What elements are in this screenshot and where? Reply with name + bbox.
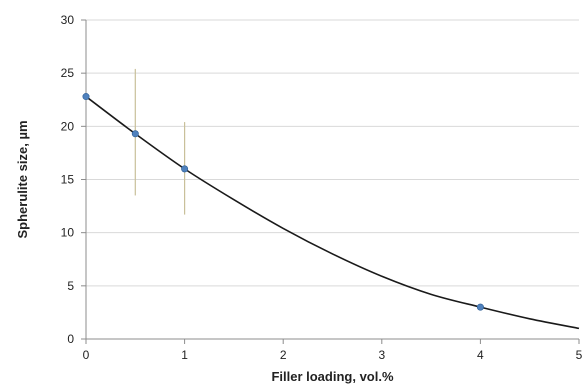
x-tick-label: 0: [83, 348, 90, 362]
data-point: [476, 303, 484, 311]
y-tick-label: 20: [61, 119, 75, 133]
tick-labels: 0 5 10 15 20 25 30 0 1 2 3 4 5: [61, 13, 583, 362]
x-tick-label: 5: [576, 348, 583, 362]
trend-curve: [85, 95, 580, 330]
y-tick-label: 30: [61, 13, 75, 27]
x-tick-label: 4: [477, 348, 484, 362]
y-axis-title: Spherulite size, µm: [15, 120, 30, 238]
error-bars: [134, 68, 186, 215]
y-tick-label: 25: [61, 66, 75, 80]
data-point: [181, 165, 189, 173]
y-tick-label: 15: [61, 173, 75, 187]
grid-lines: [86, 19, 579, 287]
x-axis-title: Filler loading, vol.%: [271, 369, 394, 384]
y-tick-label: 5: [67, 279, 74, 293]
x-tick-label: 2: [280, 348, 287, 362]
x-tick-label: 1: [181, 348, 188, 362]
trendline: [85, 95, 580, 330]
axes: [81, 19, 580, 344]
x-tick-label: 3: [378, 348, 385, 362]
data-point: [131, 130, 139, 138]
data-points: [82, 93, 484, 311]
y-tick-label: 10: [61, 226, 75, 240]
y-tick-label: 0: [67, 332, 74, 346]
data-point: [82, 93, 90, 101]
